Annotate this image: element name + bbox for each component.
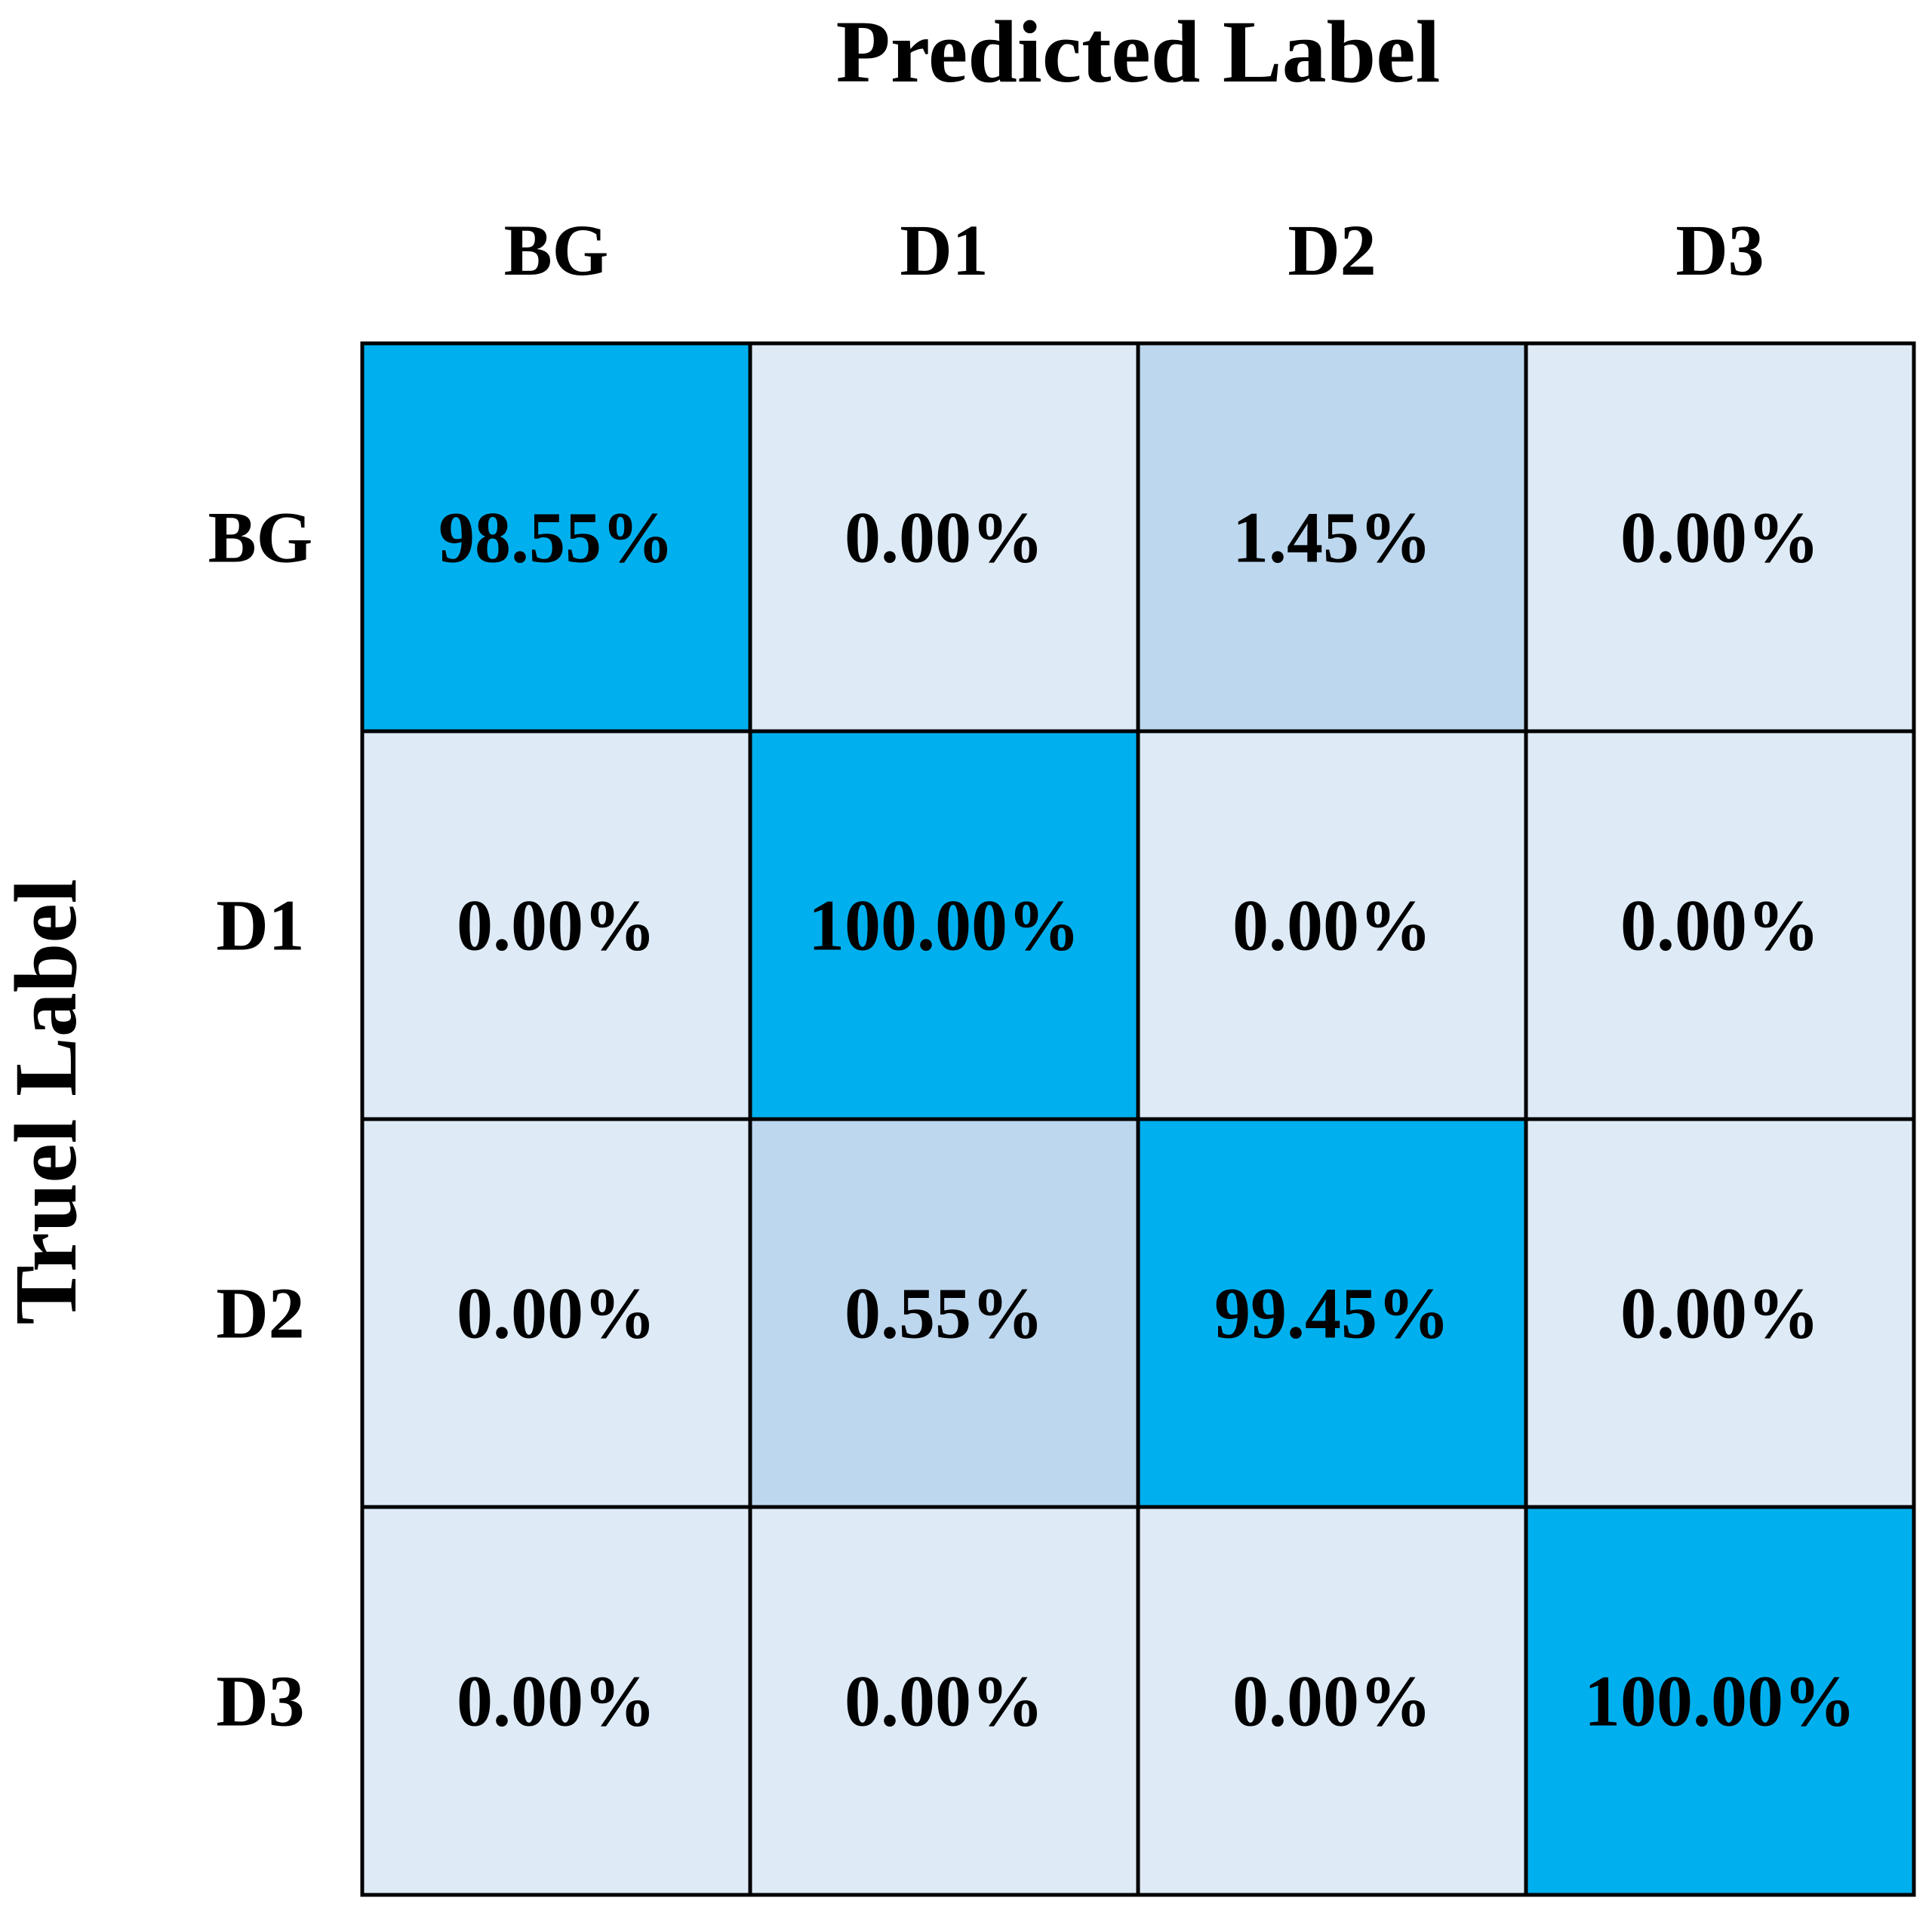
- matrix-cell: [748, 1505, 1140, 1897]
- matrix-cell-label: 0.00%: [457, 1273, 656, 1354]
- x-tick-label: D2: [1287, 210, 1376, 291]
- matrix-cell-label: 99.45%: [1214, 1273, 1450, 1354]
- matrix-cell: [360, 1505, 752, 1897]
- matrix-cell-label: 0.00%: [1620, 885, 1820, 966]
- matrix-cell-label: 0.00%: [1620, 497, 1820, 578]
- x-axis-title: Predicted Label: [836, 2, 1441, 101]
- matrix-cell-label: 98.55%: [438, 497, 674, 578]
- matrix-cell-label: 0.00%: [1620, 1273, 1820, 1354]
- matrix-cell: [1524, 341, 1916, 733]
- matrix-cell: [1524, 729, 1916, 1121]
- matrix-cell-label: 100.00%: [1584, 1661, 1856, 1742]
- matrix-cell-label: 0.00%: [457, 1661, 656, 1742]
- y-axis-title: Truel Label: [0, 878, 95, 1324]
- matrix-cell: [748, 729, 1140, 1121]
- matrix-cell: [748, 341, 1140, 733]
- matrix-cell: [1524, 1505, 1916, 1897]
- matrix-cell: [1136, 341, 1528, 733]
- matrix-cell-label: 0.00%: [1232, 885, 1432, 966]
- matrix-cell: [748, 1117, 1140, 1509]
- matrix-cells: [360, 341, 1916, 1897]
- x-tick-label: D1: [900, 210, 988, 291]
- matrix-cell-label: 0.00%: [844, 497, 1044, 578]
- matrix-cell: [1136, 1505, 1528, 1897]
- matrix-cell-label: 0.00%: [1232, 1661, 1432, 1742]
- matrix-cell-label: 0.00%: [457, 885, 656, 966]
- y-tick-label: D2: [216, 1273, 304, 1354]
- matrix-cell-label: 0.00%: [844, 1661, 1044, 1742]
- matrix-cell-label: 1.45%: [1232, 497, 1432, 578]
- x-tick-label: BG: [504, 210, 609, 291]
- y-tick-labels: BG D1 D2 D3: [208, 497, 313, 1742]
- y-tick-label: D3: [216, 1661, 304, 1742]
- matrix-cell: [1524, 1117, 1916, 1509]
- y-tick-label: BG: [208, 497, 313, 578]
- matrix-cell-values: 98.55% 0.00% 1.45% 0.00% 0.00% 100.00% 0.00% 0.…: [438, 497, 1856, 1742]
- x-tick-labels: BG D1 D2 D3: [504, 210, 1764, 291]
- y-tick-label: D1: [216, 885, 304, 966]
- x-tick-label: D3: [1675, 210, 1764, 291]
- matrix-cell: [360, 341, 752, 733]
- matrix-cell-label: 100.00%: [808, 885, 1080, 966]
- matrix-cell: [360, 729, 752, 1121]
- matrix-cell-label: 0.55%: [844, 1273, 1044, 1354]
